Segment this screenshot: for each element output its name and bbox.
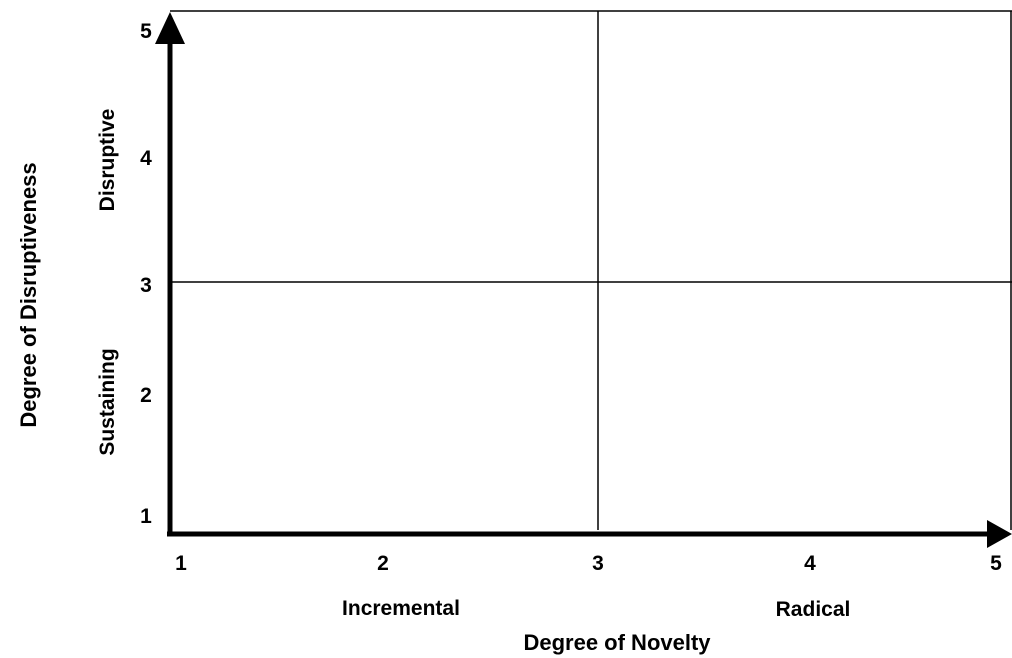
- y-tick-label: 1: [140, 505, 152, 528]
- y-tick-label: 2: [140, 384, 152, 407]
- x-tick-label: 2: [377, 552, 389, 575]
- x-tick-label: 4: [804, 552, 816, 575]
- y-tick-labels: 1 2 3 4 5: [140, 20, 152, 528]
- x-region-label-radical: Radical: [776, 598, 851, 621]
- x-axis-arrowhead: [987, 520, 1012, 548]
- x-tick-label: 5: [990, 552, 1002, 575]
- y-region-label-disruptive: Disruptive: [96, 109, 119, 212]
- y-axis-arrowhead: [155, 12, 185, 44]
- y-tick-label: 3: [140, 274, 152, 297]
- y-region-label-sustaining: Sustaining: [96, 348, 119, 455]
- y-tick-label: 5: [140, 20, 152, 43]
- y-tick-label: 4: [140, 147, 152, 170]
- x-tick-label: 3: [592, 552, 604, 575]
- x-axis-title: Degree of Novelty: [523, 630, 711, 655]
- x-tick-labels: 1 2 3 4 5: [175, 552, 1002, 575]
- x-region-label-incremental: Incremental: [342, 597, 460, 620]
- x-tick-label: 1: [175, 552, 187, 575]
- y-axis-title: Degree of Disruptiveness: [16, 162, 41, 427]
